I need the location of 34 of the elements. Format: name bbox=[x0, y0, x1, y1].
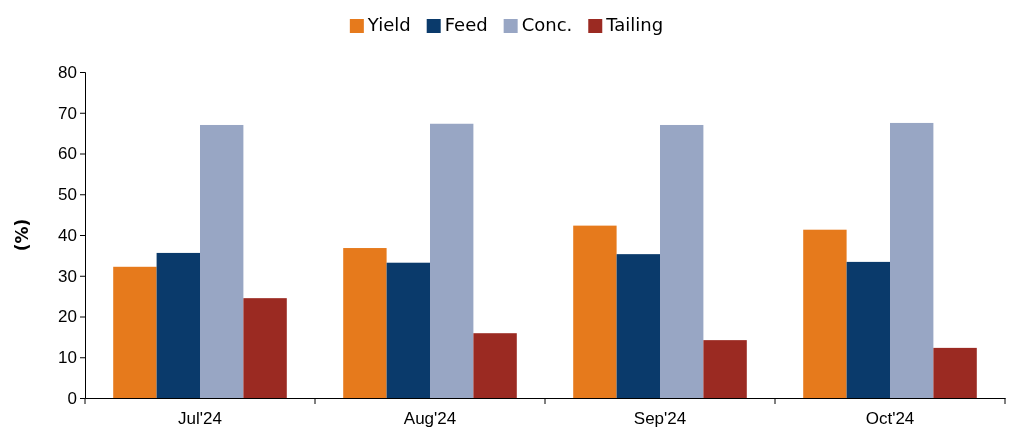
bar bbox=[890, 122, 934, 398]
bar bbox=[616, 254, 660, 398]
y-tick-label: 70 bbox=[58, 103, 77, 123]
y-tick-label: 0 bbox=[67, 388, 77, 408]
bar bbox=[386, 262, 430, 398]
bar bbox=[430, 123, 474, 398]
bar bbox=[933, 347, 977, 398]
legend-label: Yield bbox=[366, 14, 411, 35]
x-tick-label: Jul'24 bbox=[178, 409, 222, 429]
y-tick-label: 30 bbox=[58, 266, 77, 286]
bar bbox=[473, 333, 517, 398]
bar bbox=[803, 229, 847, 398]
bar bbox=[343, 248, 387, 398]
bar bbox=[703, 340, 747, 398]
bar bbox=[846, 261, 890, 398]
y-tick-label: 20 bbox=[58, 307, 77, 327]
y-tick-label: 80 bbox=[58, 62, 77, 82]
y-tick-label: 40 bbox=[58, 225, 77, 245]
bar bbox=[660, 124, 704, 398]
bar bbox=[200, 124, 244, 398]
x-tick-label: Sep'24 bbox=[633, 409, 687, 429]
bar bbox=[573, 225, 617, 398]
legend-label: Conc. bbox=[521, 14, 573, 35]
bar bbox=[156, 252, 200, 398]
legend-label: Feed bbox=[444, 14, 488, 35]
y-tick-label: 10 bbox=[58, 348, 77, 368]
y-axis-title: (%) bbox=[12, 218, 32, 252]
y-tick-label: 60 bbox=[58, 144, 77, 164]
x-tick-label: Oct'24 bbox=[865, 409, 915, 429]
bar bbox=[243, 298, 287, 398]
x-tick-label: Aug'24 bbox=[403, 409, 457, 429]
bar bbox=[113, 266, 157, 398]
legend-label: Tailing bbox=[605, 14, 664, 35]
y-tick-label: 50 bbox=[58, 185, 77, 205]
